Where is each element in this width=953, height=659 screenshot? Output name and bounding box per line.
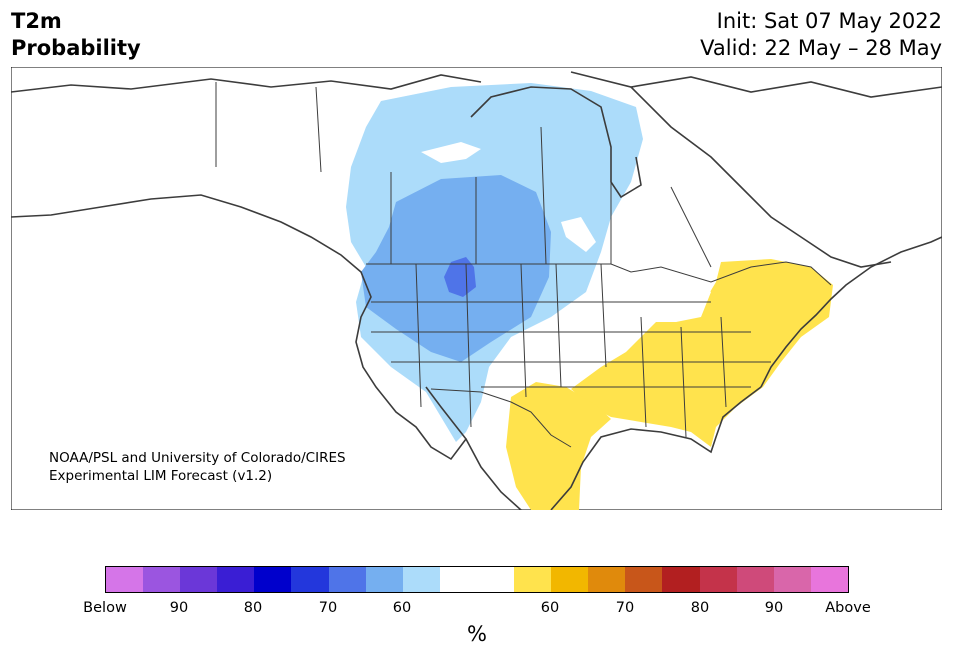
forecast-map [11, 67, 942, 510]
hudson-bay [470, 86, 642, 199]
warm-60-east [571, 259, 833, 447]
colorbar-tick-label: 80 [243, 600, 263, 616]
canada-us-border [366, 261, 832, 286]
colorbar-tick-label: 70 [318, 600, 338, 616]
colorbar-swatch [402, 567, 440, 592]
colorbar-swatch [254, 567, 292, 592]
colorbar-tick-label: 90 [169, 600, 189, 616]
political-borders [215, 82, 832, 448]
colorbar-swatch [328, 567, 366, 592]
colorbar-swatch [699, 567, 737, 592]
colorbar-tick-label: Below [83, 600, 127, 616]
great-lakes-gap [626, 272, 711, 322]
cold-probability-shading [346, 83, 643, 442]
map-title: T2m Probability [11, 8, 141, 62]
title-line-1: T2m [11, 9, 62, 33]
colorbar-tick-label: 70 [615, 600, 635, 616]
cold-80-region [444, 257, 476, 297]
gulf-coast [550, 386, 762, 510]
colorbar-tick-label: 60 [540, 600, 560, 616]
canadian-provinces [215, 82, 712, 268]
forecast-credit: NOAA/PSL and University of Colorado/CIRE… [49, 449, 346, 485]
colorbar-tick-label: 90 [764, 600, 784, 616]
atlantic-coast [760, 236, 942, 388]
probability-colorbar [105, 566, 849, 593]
credit-line-2: Experimental LIM Forecast (v1.2) [49, 468, 273, 484]
colorbar-swatch [106, 567, 144, 592]
ice-gap-1 [421, 142, 481, 163]
colorbar-swatch [217, 567, 255, 592]
colorbar-swatch [551, 567, 589, 592]
colorbar-swatch [773, 567, 811, 592]
colorbar-swatch [143, 567, 181, 592]
colorbar-swatch [514, 567, 552, 592]
colorbar-swatch [662, 567, 700, 592]
colorbar-swatch [439, 567, 477, 592]
colorbar-swatch [180, 567, 218, 592]
colorbar-swatch [291, 567, 329, 592]
colorbar-swatch [625, 567, 663, 592]
ice-gap-2 [561, 217, 596, 252]
us-states [371, 263, 771, 438]
init-date: Init: Sat 07 May 2022 [716, 9, 942, 33]
labrador-coast [630, 86, 892, 268]
colorbar-swatch [365, 567, 403, 592]
colorbar-tick-label: 80 [690, 600, 710, 616]
title-line-2: Probability [11, 36, 141, 60]
warm-probability-shading [506, 259, 833, 510]
colorbar-unit: % [467, 622, 487, 646]
colorbar-swatch [476, 567, 515, 592]
pacific-coast [11, 194, 468, 461]
credit-line-1: NOAA/PSL and University of Colorado/CIRE… [49, 450, 346, 466]
colorbar-swatch [736, 567, 774, 592]
coastlines [11, 71, 942, 510]
forecast-dates: Init: Sat 07 May 2022 Valid: 22 May – 28… [700, 8, 942, 62]
us-mexico-border [430, 388, 572, 448]
colorbar-tick-label: 60 [392, 600, 412, 616]
colorbar-swatch [810, 567, 848, 592]
mexico-coast [465, 438, 522, 510]
colorbar-swatch [588, 567, 626, 592]
colorbar-tick-label: Above [825, 600, 871, 616]
valid-date: Valid: 22 May – 28 May [700, 36, 942, 60]
